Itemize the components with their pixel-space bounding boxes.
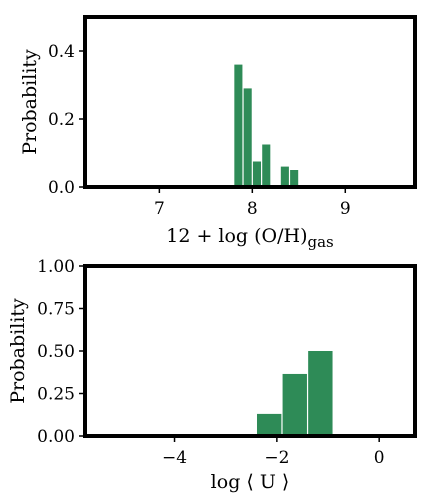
- metallicity-histogram: 7 8 9 0.0 0.2 0.4 Probability 12 + log (O/H)…: [19, 15, 417, 251]
- x-ticks: −4 −2 0: [162, 436, 385, 468]
- y-axis-label: Probability: [7, 298, 29, 404]
- x-tick-label: 0: [374, 448, 385, 468]
- x-axis-label: 12 + log (O/H)gas: [166, 225, 334, 251]
- y-ticks: 0.00 0.25 0.50 0.75 1.00: [37, 257, 85, 447]
- x-axis-label-subscript: gas: [308, 233, 334, 251]
- histogram-bar: [262, 144, 271, 187]
- histogram-bar: [252, 161, 262, 187]
- x-axis-label-main: log ⟨ U ⟩: [211, 471, 290, 493]
- y-axis-label: Probability: [19, 49, 41, 155]
- x-tick-label: −4: [162, 448, 187, 468]
- histogram-bar: [282, 373, 307, 436]
- histogram-bar: [280, 166, 289, 187]
- histogram-bar: [290, 170, 299, 187]
- histogram-bar: [243, 88, 252, 187]
- x-axis-label-main: 12 + log (O/H): [166, 225, 307, 247]
- y-tick-label: 0.4: [48, 42, 75, 62]
- x-axis-label: log ⟨ U ⟩: [211, 471, 290, 493]
- bars: [256, 351, 333, 436]
- y-tick-label: 0.0: [48, 178, 75, 198]
- y-tick-label: 0.25: [37, 385, 75, 405]
- y-tick-label: 0.50: [37, 342, 75, 362]
- ionization-histogram: −4 −2 0 0.00 0.25 0.50 0.75 1.00 Probability l…: [7, 257, 417, 493]
- bars: [225, 64, 299, 187]
- x-tick-label: 8: [247, 199, 258, 219]
- plot-frame: [83, 15, 417, 189]
- y-tick-label: 0.75: [37, 300, 75, 320]
- histogram-bar: [234, 64, 243, 187]
- x-tick-label: 9: [340, 199, 351, 219]
- histogram-bar: [256, 413, 282, 436]
- x-tick-label: −2: [264, 448, 289, 468]
- plot-frame: [83, 264, 417, 438]
- x-tick-label: 7: [154, 199, 165, 219]
- y-tick-label: 0.2: [48, 110, 75, 130]
- x-ticks: 7 8 9: [154, 187, 351, 219]
- histogram-bar: [308, 351, 333, 436]
- y-tick-label: 0.00: [37, 427, 75, 447]
- y-ticks: 0.0 0.2 0.4: [48, 42, 85, 198]
- y-tick-label: 1.00: [37, 257, 75, 277]
